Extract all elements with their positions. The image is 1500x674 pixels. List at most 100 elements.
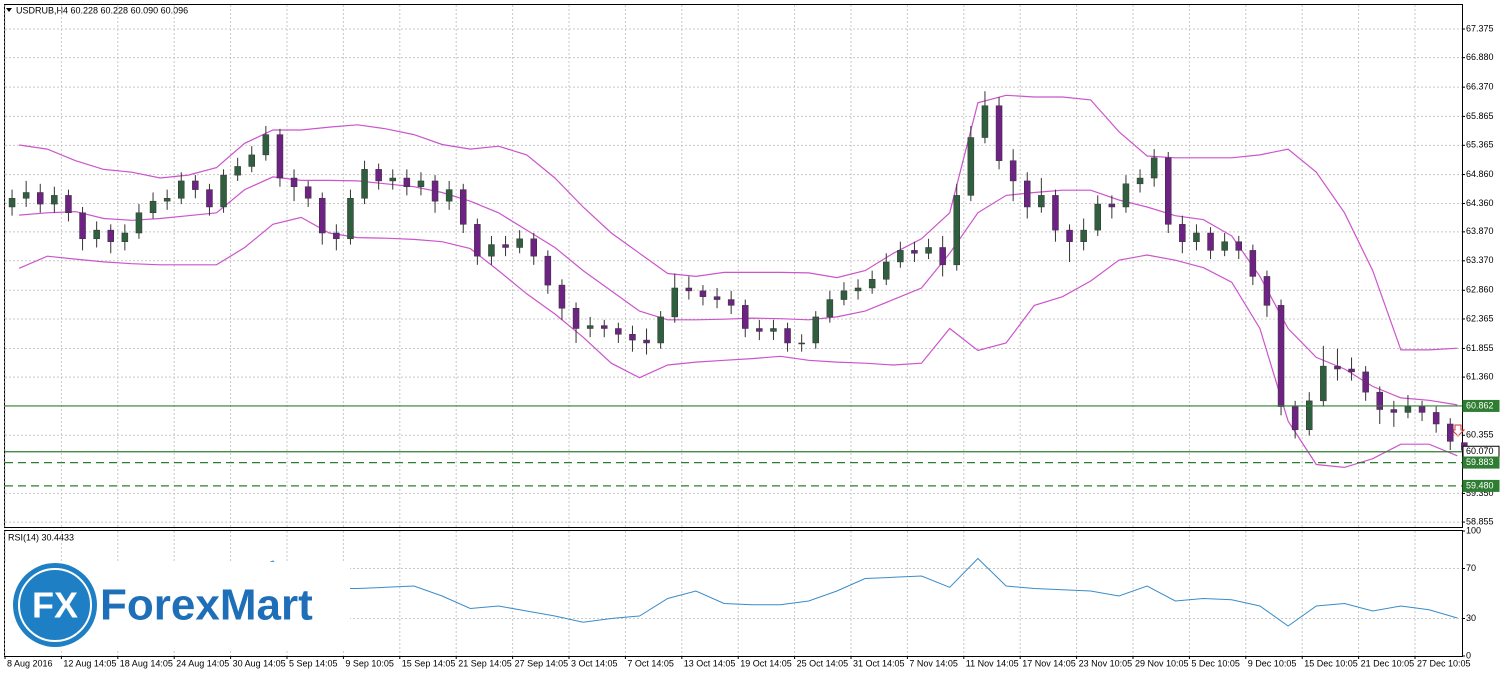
candle-body [1024,180,1031,208]
candle-body [8,198,16,208]
candle-body [79,212,86,240]
candle-body [1221,241,1228,251]
indicator-title: RSI(14) 30.4433 [8,532,74,542]
x-tick-label: 8 Aug 2016 [7,658,53,668]
candle-body [1066,229,1073,242]
candle-body [403,177,411,187]
x-tick-label: 12 Aug 14:05 [63,658,116,668]
candle-body [417,180,425,187]
bollinger-band [19,94,1458,351]
candle-body [192,180,199,190]
candle-body [1249,250,1257,277]
y-tick-label: 58.855 [1466,516,1494,526]
x-tick-label: 9 Sep 10:05 [345,658,394,668]
candle-body [629,334,636,341]
candle-body [530,238,537,257]
candle-body [37,192,44,205]
candle-body [671,287,678,318]
candle-body [1404,406,1412,413]
candle-body [51,195,58,205]
candle-body [460,189,467,225]
candle-body [713,296,721,300]
candle-body [234,166,241,176]
candle-body [1291,406,1299,431]
y-tick-label: 62.860 [1466,285,1494,295]
candle-body [1009,160,1017,182]
y-tick-label: 59.350 [1466,488,1494,498]
x-tick-label: 24 Aug 14:05 [176,658,229,668]
candle-body [488,244,495,257]
candle-body [1306,400,1313,431]
candle-body [1235,241,1242,251]
candle-body [953,195,960,266]
candle-body [135,212,143,234]
candle-body [516,238,523,248]
y-tick-label: 66.370 [1466,82,1494,92]
level-label: 59.883 [1466,457,1494,467]
candle-body [657,316,664,344]
candle-body [1362,371,1369,393]
x-tick-label: 21 Dec 10:05 [1361,658,1415,668]
x-tick-label: 3 Oct 14:05 [571,658,618,668]
x-tick-label: 29 Nov 10:05 [1135,658,1189,668]
sell-arrow-icon [1450,424,1466,437]
x-tick-label: 31 Oct 14:05 [853,658,905,668]
candle-body [1122,183,1130,208]
logo-text: ForexMart [100,581,313,630]
candle-body [770,328,777,332]
candle-body [22,192,30,199]
candle-body [1094,203,1101,231]
candle-body [431,180,439,202]
x-tick-label: 7 Nov 14:05 [909,658,958,668]
x-tick-label: 27 Sep 14:05 [515,658,569,668]
x-tick-label: 13 Oct 14:05 [684,658,736,668]
candle-body [93,229,100,240]
candle-body [262,134,270,156]
y-tick-label: 63.870 [1466,226,1494,236]
candle-body [1432,412,1440,425]
y-tick-label: 0 [1466,650,1471,660]
x-tick-label: 30 Aug 14:05 [233,658,286,668]
candle-body [206,189,213,208]
candle-body [389,177,396,182]
candle-body [319,198,326,234]
candle-body [742,305,749,329]
candle-body [897,250,904,263]
logo-mark: FX [32,585,78,626]
bollinger-band [18,216,1458,469]
candle-body [375,169,382,182]
candle-body [1207,232,1214,251]
level-label-box [1462,456,1500,469]
logo: FX ForexMart [5,562,350,650]
y-tick-label: 65.365 [1466,140,1494,150]
candle-body [1038,195,1045,208]
candle-body [1150,157,1158,179]
y-tick-label: 62.365 [1466,313,1494,323]
candle-body [586,325,594,329]
candle-body [643,339,650,344]
candle-body [1193,232,1200,242]
candle-body [939,247,946,266]
candle-body [65,195,72,214]
x-tick-label: 17 Nov 14:05 [1022,658,1076,668]
candle-body [445,189,453,202]
bollinger-band [19,176,1458,406]
y-tick-label: 70 [1466,563,1476,573]
candle-body [1418,406,1426,413]
candle-body [601,325,608,329]
candle-body [925,247,932,254]
y-tick-label: 64.860 [1466,169,1494,179]
candle-body [333,232,340,240]
y-tick-label: 60.355 [1466,430,1494,440]
level-label: 60.070 [1466,446,1494,456]
candle-body [981,105,989,138]
y-tick-label: 61.855 [1466,343,1494,353]
candle-body [1179,224,1186,242]
y-tick-label: 30 [1466,613,1476,623]
x-tick-label: 27 Dec 10:05 [1417,658,1471,668]
candle-body [1334,365,1341,370]
candle-body [1165,157,1172,225]
y-tick-label: 61.360 [1466,371,1494,381]
rsi-panel [4,530,1463,657]
